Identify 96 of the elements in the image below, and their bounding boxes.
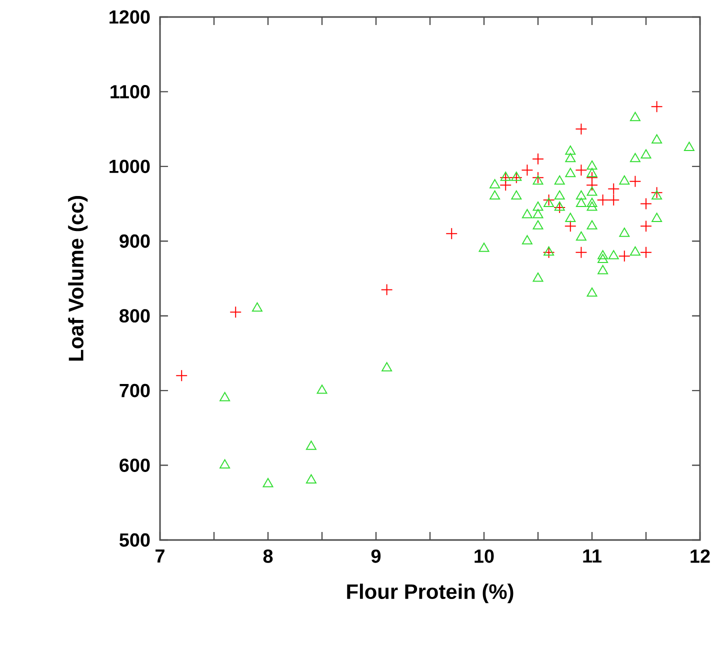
point: [608, 194, 620, 206]
point: [511, 190, 522, 200]
y-tick-label: 1100: [110, 85, 150, 98]
y-tick-label: 500: [120, 533, 150, 547]
point: [619, 175, 630, 185]
point: [575, 123, 588, 136]
point: [316, 384, 328, 394]
point: [598, 254, 608, 264]
point: [220, 459, 230, 469]
point: [542, 194, 555, 206]
point: [575, 164, 588, 176]
point: [608, 250, 619, 260]
point: [532, 220, 544, 230]
x-tick-label: 9: [371, 549, 381, 563]
point: [619, 228, 630, 237]
point: [510, 172, 522, 184]
point: [554, 202, 565, 211]
point: [629, 175, 642, 188]
point: [564, 220, 576, 232]
point: [500, 172, 512, 184]
point: [618, 250, 630, 262]
point: [684, 142, 694, 151]
y-tick-label: 1200: [110, 10, 150, 24]
point: [522, 235, 532, 244]
point: [446, 228, 458, 240]
point: [565, 212, 576, 222]
point: [554, 175, 565, 185]
point: [598, 265, 608, 274]
point: [586, 198, 598, 208]
point: [532, 202, 544, 211]
point: [478, 242, 490, 252]
x-tick-label: 8: [263, 549, 273, 563]
point: [306, 440, 316, 450]
point: [576, 231, 586, 241]
point: [650, 100, 663, 113]
point: [650, 186, 663, 199]
point: [630, 246, 640, 256]
point: [490, 190, 500, 200]
point: [630, 152, 640, 162]
y-tick-label: 800: [120, 309, 150, 323]
point: [490, 179, 500, 188]
point: [652, 134, 662, 144]
point: [640, 198, 652, 210]
point: [565, 168, 576, 178]
point: [652, 190, 662, 200]
point: [176, 370, 188, 382]
point: [521, 164, 534, 176]
y-axis-title: Loaf Volume (cc): [68, 196, 88, 361]
point: [382, 362, 392, 372]
point: [532, 172, 544, 184]
y-tick-label: 1000: [110, 160, 150, 174]
point: [586, 168, 598, 178]
point: [380, 284, 393, 296]
point: [640, 149, 652, 158]
point: [252, 302, 262, 312]
point: [511, 172, 522, 181]
point: [554, 202, 566, 214]
point: [575, 246, 588, 258]
point: [532, 272, 544, 282]
point: [542, 246, 555, 258]
point: [532, 175, 544, 185]
point: [586, 220, 598, 230]
point: [532, 209, 544, 218]
point: [640, 220, 652, 232]
point: [640, 246, 652, 258]
x-tick-label: 11: [583, 549, 602, 563]
point: [586, 186, 598, 196]
point: [586, 160, 598, 170]
y-tick-label: 900: [120, 234, 150, 248]
y-tick-label: 600: [120, 458, 150, 472]
point: [576, 198, 586, 208]
point: [230, 306, 242, 318]
point: [576, 190, 586, 200]
point: [598, 250, 608, 260]
point: [565, 152, 576, 162]
point: [532, 152, 544, 165]
point: [306, 474, 316, 484]
point: [586, 287, 598, 297]
point: [522, 209, 532, 218]
point: [262, 478, 274, 488]
point: [500, 172, 511, 181]
point: [554, 190, 565, 200]
point: [565, 145, 576, 155]
point: [586, 202, 598, 211]
point: [544, 198, 554, 208]
x-tick-label: 7: [156, 549, 164, 563]
point: [608, 182, 620, 195]
x-tick-label: 12: [690, 549, 710, 563]
x-tick-label: 10: [474, 549, 494, 563]
y-tick-label: 700: [120, 384, 150, 398]
point: [544, 246, 554, 256]
point: [596, 194, 609, 206]
x-axis-title: Flour Protein (%): [347, 584, 514, 604]
point: [630, 112, 640, 122]
point: [220, 392, 230, 402]
point: [652, 212, 662, 222]
